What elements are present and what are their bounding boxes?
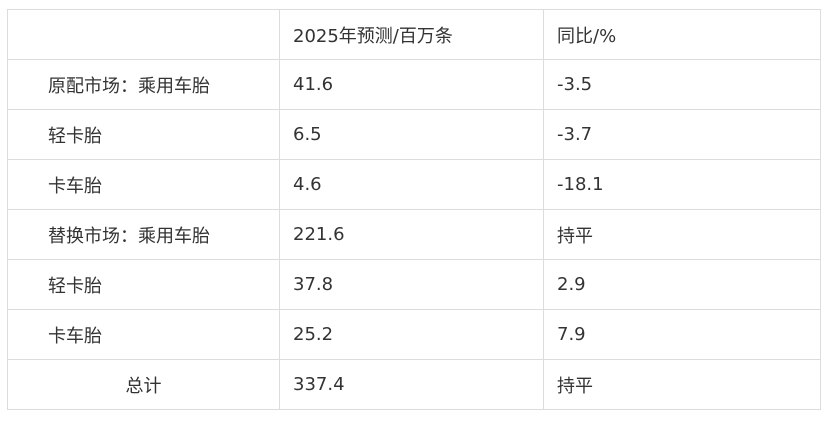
header-row: 2025年预测/百万条 同比/% [7, 9, 821, 60]
category-cell: 卡车胎 [7, 309, 280, 360]
yoy-cell: -18.1 [543, 159, 821, 210]
total-label-cell: 总计 [7, 359, 280, 410]
yoy-cell: 2.9 [543, 259, 821, 310]
category-cell: 轻卡胎 [7, 109, 280, 160]
forecast-cell: 221.6 [279, 209, 544, 260]
forecast-cell: 37.8 [279, 259, 544, 310]
forecast-cell: 6.5 [279, 109, 544, 160]
yoy-cell: -3.7 [543, 109, 821, 160]
table-row: 卡车胎 4.6 -18.1 [7, 159, 821, 210]
yoy-cell: 7.9 [543, 309, 821, 360]
yoy-cell: -3.5 [543, 59, 821, 110]
category-cell: 轻卡胎 [7, 259, 280, 310]
forecast-cell: 337.4 [279, 359, 544, 410]
tire-forecast-table: 2025年预测/百万条 同比/% 原配市场：乘用车胎 41.6 -3.5 轻卡胎… [7, 9, 821, 410]
total-row: 总计 337.4 持平 [7, 359, 821, 410]
table-row: 替换市场：乘用车胎 221.6 持平 [7, 209, 821, 260]
table-row: 原配市场：乘用车胎 41.6 -3.5 [7, 59, 821, 110]
yoy-cell: 持平 [543, 209, 821, 260]
yoy-cell: 持平 [543, 359, 821, 410]
forecast-cell: 25.2 [279, 309, 544, 360]
header-cell: 同比/% [543, 9, 821, 60]
table-row: 卡车胎 25.2 7.9 [7, 309, 821, 360]
table-row: 轻卡胎 37.8 2.9 [7, 259, 821, 310]
forecast-cell: 4.6 [279, 159, 544, 210]
category-cell: 卡车胎 [7, 159, 280, 210]
category-cell: 替换市场：乘用车胎 [7, 209, 280, 260]
category-cell: 原配市场：乘用车胎 [7, 59, 280, 110]
header-cell: 2025年预测/百万条 [279, 9, 544, 60]
table-row: 轻卡胎 6.5 -3.7 [7, 109, 821, 160]
forecast-cell: 41.6 [279, 59, 544, 110]
header-cell [7, 9, 280, 60]
